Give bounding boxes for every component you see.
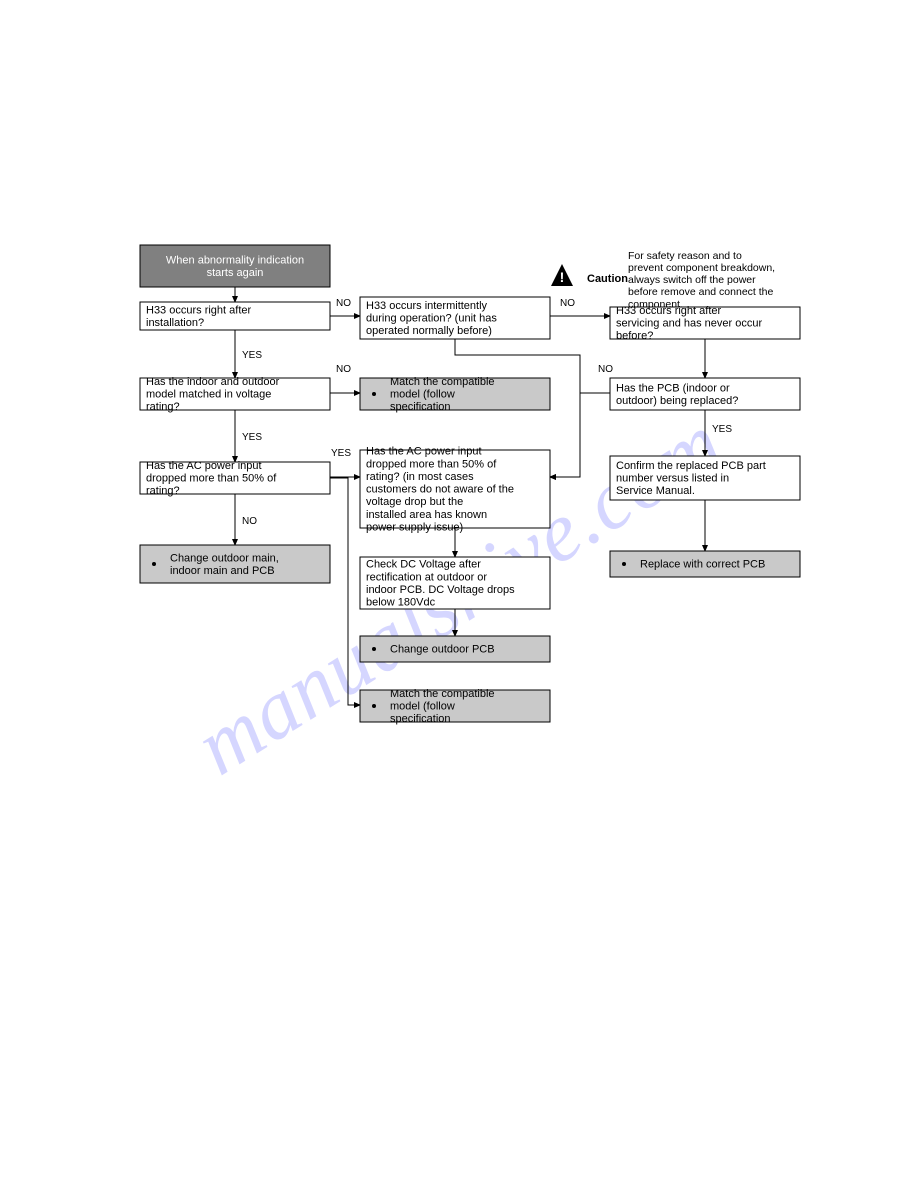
- edge: [330, 478, 360, 705]
- bullet-icon: [622, 562, 626, 566]
- svg-text:Change outdoor main,indoor mai: Change outdoor main,indoor main and PCB: [170, 552, 279, 577]
- bullet-icon: [372, 647, 376, 651]
- edge-label: YES: [712, 424, 732, 435]
- svg-text:For safety reason and topreven: For safety reason and toprevent componen…: [628, 250, 775, 310]
- edge-label: NO: [560, 298, 575, 309]
- svg-text:Change outdoor PCB: Change outdoor PCB: [390, 644, 495, 656]
- bullet-icon: [152, 562, 156, 566]
- svg-text:Has the PCB (indoor oroutdoor): Has the PCB (indoor oroutdoor) being rep…: [616, 382, 738, 407]
- edge-label: YES: [331, 448, 351, 459]
- svg-text:H33 occurs intermittentlydurin: H33 occurs intermittentlyduring operatio…: [366, 300, 497, 337]
- edge-label: NO: [242, 516, 257, 527]
- flowchart-canvas: YESYESNONONOYESNOYESNOWhen abnormality i…: [0, 0, 918, 1188]
- edge-label: YES: [242, 350, 262, 361]
- bullet-icon: [372, 704, 376, 708]
- edge: [550, 393, 610, 477]
- bullet-icon: [372, 392, 376, 396]
- svg-text:!: !: [560, 269, 565, 285]
- edge-label: NO: [336, 298, 351, 309]
- caution-label: Caution: [587, 273, 628, 285]
- svg-text:Replace with correct PCB: Replace with correct PCB: [640, 559, 765, 571]
- edge-label: NO: [598, 364, 613, 375]
- edge-label: NO: [336, 364, 351, 375]
- edge-label: YES: [242, 432, 262, 443]
